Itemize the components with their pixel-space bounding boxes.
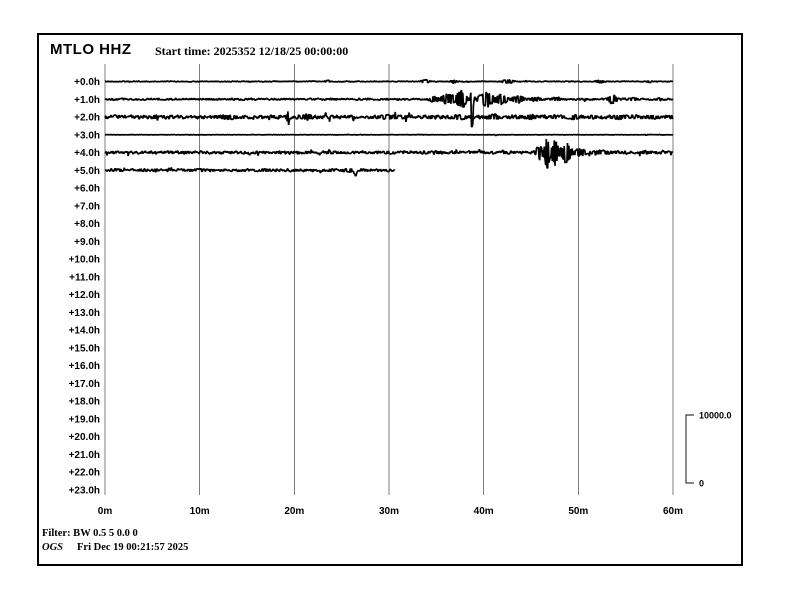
trace-row-5 [104, 167, 396, 177]
trace-row-0 [104, 78, 674, 85]
credit-line: OGS Fri Dec 19 00:21:57 2025 [42, 542, 188, 553]
trace-row-3 [105, 133, 674, 137]
scale-bracket-line [685, 414, 694, 484]
y-tick-label: +11.0h [69, 272, 100, 283]
y-tick-label: +5.0h [74, 166, 100, 177]
y-tick-label: +23.0h [69, 485, 100, 496]
traces-group [104, 78, 674, 177]
station-title: MTLO HHZ [50, 41, 132, 58]
y-tick-label: +14.0h [69, 326, 100, 337]
y-tick-label: +13.0h [69, 308, 100, 319]
scale-min-label: 0 [699, 479, 704, 489]
plot-frame [37, 33, 743, 566]
x-tick-label: 30m [379, 506, 399, 517]
y-tick-label: +21.0h [69, 450, 100, 461]
y-tick-label: +17.0h [69, 379, 100, 390]
y-tick-label: +1.0h [74, 95, 100, 106]
y-tick-label: +16.0h [69, 361, 100, 372]
generated-timestamp: Fri Dec 19 00:21:57 2025 [77, 542, 189, 553]
y-tick-label: +6.0h [74, 184, 100, 195]
y-tick-label: +22.0h [69, 468, 100, 479]
trace-row-4 [104, 139, 674, 169]
amplitude-scale-bracket: 10000.0 0 [685, 411, 732, 489]
y-tick-label: +3.0h [74, 130, 100, 141]
y-tick-label: +20.0h [69, 432, 100, 443]
y-tick-label: +2.0h [74, 113, 100, 124]
x-tick-label: 60m [663, 506, 683, 517]
y-tick-label: +18.0h [69, 397, 100, 408]
y-tick-label: +15.0h [69, 343, 100, 354]
x-tick-label: 20m [284, 506, 304, 517]
y-tick-label: +12.0h [69, 290, 100, 301]
x-axis-labels: 0m 10m 20m 30m 40m 50m 60m [98, 506, 683, 517]
filter-label: Filter: BW 0.5 5 0.0 0 [42, 528, 138, 539]
x-tick-label: 0m [98, 506, 113, 517]
y-tick-label: +0.0h [74, 77, 100, 88]
agency-label: OGS [42, 542, 64, 553]
trace-row-2 [104, 111, 674, 126]
y-tick-label: +9.0h [74, 237, 100, 248]
scale-max-label: 10000.0 [699, 411, 732, 421]
x-tick-label: 10m [190, 506, 210, 517]
y-tick-label: +10.0h [69, 255, 100, 266]
trace-row-1 [104, 89, 674, 128]
y-tick-label: +4.0h [74, 148, 100, 159]
y-axis-labels: +0.0h +1.0h +2.0h +3.0h +4.0h +5.0h +6.0h +7.0h… [69, 77, 100, 496]
gridlines-group [104, 64, 674, 495]
x-tick-label: 50m [568, 506, 588, 517]
x-tick-label: 40m [474, 506, 494, 517]
y-tick-label: +7.0h [74, 201, 100, 212]
start-time-label: Start time: 2025352 12/18/25 00:00:00 [155, 44, 349, 58]
y-tick-label: +8.0h [74, 219, 100, 230]
y-tick-label: +19.0h [69, 414, 100, 425]
